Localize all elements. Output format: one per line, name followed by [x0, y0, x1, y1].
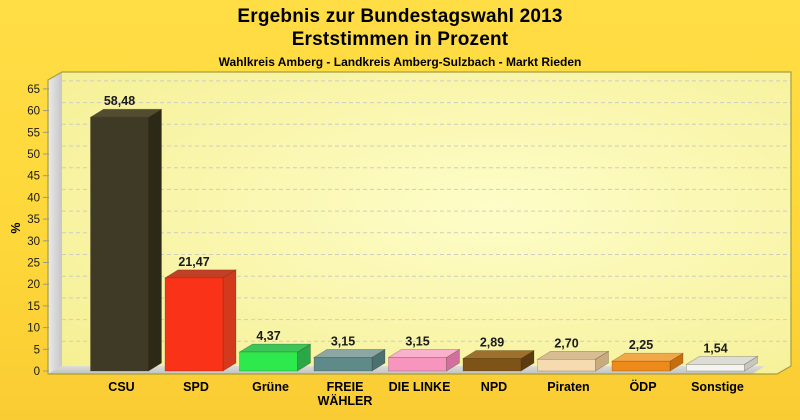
bar-front-face: [239, 351, 298, 372]
category-label: ÖDP: [629, 379, 656, 394]
category-label: WÄHLER: [318, 393, 373, 408]
bar-front-face: [388, 357, 447, 372]
bar-top-face: [89, 108, 163, 118]
bar-value-label: 21,47: [178, 255, 209, 269]
bar-top-face: [536, 350, 610, 360]
bar-front-face: [164, 277, 224, 372]
bar-front-face: [611, 360, 671, 372]
y-axis-label: %: [9, 222, 23, 233]
bar-value-label: 3,15: [331, 334, 355, 348]
bar-front-face: [537, 358, 596, 372]
y-tick-label: 5: [34, 344, 40, 356]
category-label: SPD: [183, 380, 209, 394]
y-tick-label: 50: [27, 149, 40, 161]
bar-npd: [461, 349, 536, 372]
bar-top-face: [238, 343, 312, 353]
y-tick-label: 20: [27, 279, 40, 291]
bar-top-face: [461, 350, 536, 359]
bar-top-face: [163, 269, 238, 279]
category-label: FREIE: [327, 380, 364, 394]
bar-top-face: [610, 352, 685, 362]
bar-front-face: [90, 116, 149, 372]
chart-title-line2: Erststimmen in Prozent: [291, 29, 509, 50]
y-tick-label: 30: [27, 236, 40, 248]
y-tick-label: 0: [34, 366, 40, 378]
y-tick-label: 35: [27, 214, 40, 226]
bar-top-face: [387, 349, 461, 358]
bar-value-label: 4,37: [256, 329, 280, 343]
bar-side-face: [148, 108, 162, 372]
category-label: CSU: [108, 380, 134, 394]
category-label: Grüne: [252, 380, 289, 394]
y-axis-wall: [48, 72, 62, 374]
plot-frame: [47, 71, 792, 375]
bar-ödp: [610, 352, 685, 372]
bar-sonstige: [685, 355, 759, 372]
category-label: Piraten: [547, 380, 589, 394]
y-tick-label: 60: [27, 106, 40, 118]
bar-value-label: 58,48: [104, 94, 135, 108]
bar-front-face: [462, 358, 522, 372]
bar-value-label: 2,89: [480, 335, 504, 349]
bar-piraten: [536, 350, 610, 372]
y-tick-label: 55: [27, 127, 40, 139]
bar-value-label: 2,25: [629, 338, 653, 352]
chart-title-line1: Ergebnis zur Bundestagswahl 2013: [237, 6, 563, 27]
bar-side-face: [222, 269, 237, 372]
y-tick-label: 40: [27, 192, 40, 204]
bar-top-face: [685, 356, 759, 365]
y-tick-label: 10: [27, 323, 40, 335]
y-tick-label: 15: [27, 301, 40, 313]
y-tick-label: 25: [27, 258, 40, 270]
bar-freie-wähler: [312, 348, 387, 372]
bar-value-label: 1,54: [703, 341, 727, 355]
category-label: NPD: [481, 380, 507, 394]
bar-grüne: [238, 343, 312, 372]
bar-csu: [89, 108, 163, 372]
bar-value-label: 2,70: [554, 336, 578, 350]
y-tick-label: 65: [27, 84, 40, 96]
bar-front-face: [313, 357, 373, 372]
bar-value-label: 3,15: [405, 334, 429, 348]
bar-top-face: [312, 349, 387, 358]
bar-front-face: [686, 364, 745, 372]
chart-subtitle: Wahlkreis Amberg - Landkreis Amberg-Sulz…: [218, 55, 582, 69]
bar-spd: [163, 269, 238, 372]
bar-die-linke: [387, 348, 461, 372]
category-label: Sonstige: [691, 380, 744, 394]
y-tick-label: 45: [27, 171, 40, 183]
category-label: DIE LINKE: [389, 380, 451, 394]
